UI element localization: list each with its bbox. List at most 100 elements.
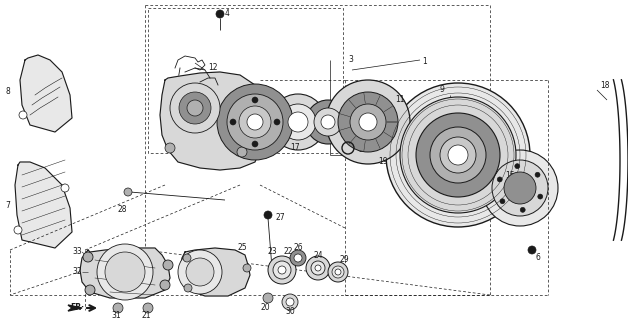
Circle shape: [535, 172, 540, 177]
Text: 33: 33: [72, 247, 82, 257]
Polygon shape: [160, 72, 265, 170]
Circle shape: [252, 141, 258, 147]
Text: 29: 29: [340, 255, 350, 265]
Circle shape: [400, 97, 516, 213]
Circle shape: [538, 194, 543, 199]
Circle shape: [430, 127, 486, 183]
Circle shape: [321, 115, 335, 129]
Circle shape: [163, 260, 173, 270]
Circle shape: [326, 80, 410, 164]
Circle shape: [247, 114, 263, 130]
Circle shape: [497, 177, 502, 182]
Text: 7: 7: [5, 201, 10, 210]
Circle shape: [19, 111, 27, 119]
Text: 20: 20: [260, 303, 270, 313]
Text: 19: 19: [378, 157, 387, 166]
Text: 23: 23: [267, 247, 277, 257]
Circle shape: [124, 188, 132, 196]
Circle shape: [286, 298, 294, 306]
Circle shape: [482, 150, 558, 226]
Circle shape: [294, 254, 302, 262]
Text: 15: 15: [505, 171, 514, 180]
Circle shape: [178, 250, 222, 294]
Circle shape: [528, 246, 536, 254]
Circle shape: [306, 256, 330, 280]
Circle shape: [440, 137, 476, 173]
Circle shape: [492, 160, 548, 216]
Circle shape: [183, 254, 191, 262]
Circle shape: [315, 265, 321, 271]
Circle shape: [187, 100, 203, 116]
Circle shape: [335, 269, 341, 275]
Circle shape: [230, 119, 236, 125]
Text: 26: 26: [293, 244, 303, 252]
Text: 11: 11: [395, 95, 404, 105]
Circle shape: [332, 266, 344, 278]
Circle shape: [83, 252, 93, 262]
Circle shape: [282, 294, 298, 310]
Text: 13: 13: [493, 171, 503, 180]
Circle shape: [237, 147, 247, 157]
Circle shape: [170, 83, 220, 133]
Circle shape: [306, 100, 350, 144]
Circle shape: [264, 211, 272, 219]
Text: 10: 10: [340, 143, 350, 153]
Circle shape: [288, 112, 308, 132]
Text: FR·: FR·: [70, 303, 84, 313]
Text: 21: 21: [141, 311, 151, 320]
Circle shape: [274, 119, 280, 125]
Polygon shape: [20, 55, 72, 132]
Circle shape: [504, 172, 536, 204]
Circle shape: [500, 199, 505, 204]
Text: 1: 1: [422, 58, 427, 67]
Circle shape: [97, 244, 153, 300]
Circle shape: [165, 143, 175, 153]
Polygon shape: [80, 248, 170, 298]
Circle shape: [280, 104, 316, 140]
Text: 17: 17: [290, 143, 300, 153]
Circle shape: [497, 160, 503, 166]
Circle shape: [338, 92, 398, 152]
Text: 28: 28: [117, 205, 127, 214]
Text: 18: 18: [600, 81, 610, 90]
Text: 5: 5: [358, 146, 363, 155]
Text: 22: 22: [283, 247, 293, 257]
Circle shape: [186, 258, 214, 286]
Circle shape: [278, 266, 286, 274]
Circle shape: [263, 293, 273, 303]
Polygon shape: [180, 248, 250, 296]
Circle shape: [113, 303, 123, 313]
Text: 25: 25: [238, 244, 247, 252]
Circle shape: [216, 10, 224, 18]
Text: 31: 31: [111, 311, 121, 320]
Circle shape: [143, 303, 153, 313]
Circle shape: [290, 250, 306, 266]
Circle shape: [273, 261, 291, 279]
Circle shape: [61, 184, 69, 192]
Circle shape: [227, 94, 283, 150]
Text: 12: 12: [208, 63, 217, 73]
Circle shape: [270, 94, 326, 150]
Text: 24: 24: [313, 251, 323, 260]
Text: 14: 14: [400, 161, 409, 170]
Circle shape: [14, 226, 22, 234]
Circle shape: [243, 264, 251, 272]
Circle shape: [311, 261, 325, 275]
Circle shape: [268, 256, 296, 284]
Circle shape: [328, 262, 348, 282]
Circle shape: [179, 92, 211, 124]
Circle shape: [359, 113, 377, 131]
Circle shape: [350, 104, 386, 140]
Circle shape: [85, 285, 95, 295]
Circle shape: [239, 106, 271, 138]
Polygon shape: [68, 305, 82, 311]
Text: 8: 8: [5, 87, 10, 97]
Text: 27: 27: [275, 213, 284, 222]
Polygon shape: [15, 162, 72, 248]
Text: 4: 4: [225, 10, 230, 19]
Text: 9: 9: [440, 85, 445, 94]
Circle shape: [217, 84, 293, 160]
Text: 30: 30: [285, 308, 295, 316]
Bar: [148, 8, 343, 153]
Circle shape: [416, 113, 500, 197]
